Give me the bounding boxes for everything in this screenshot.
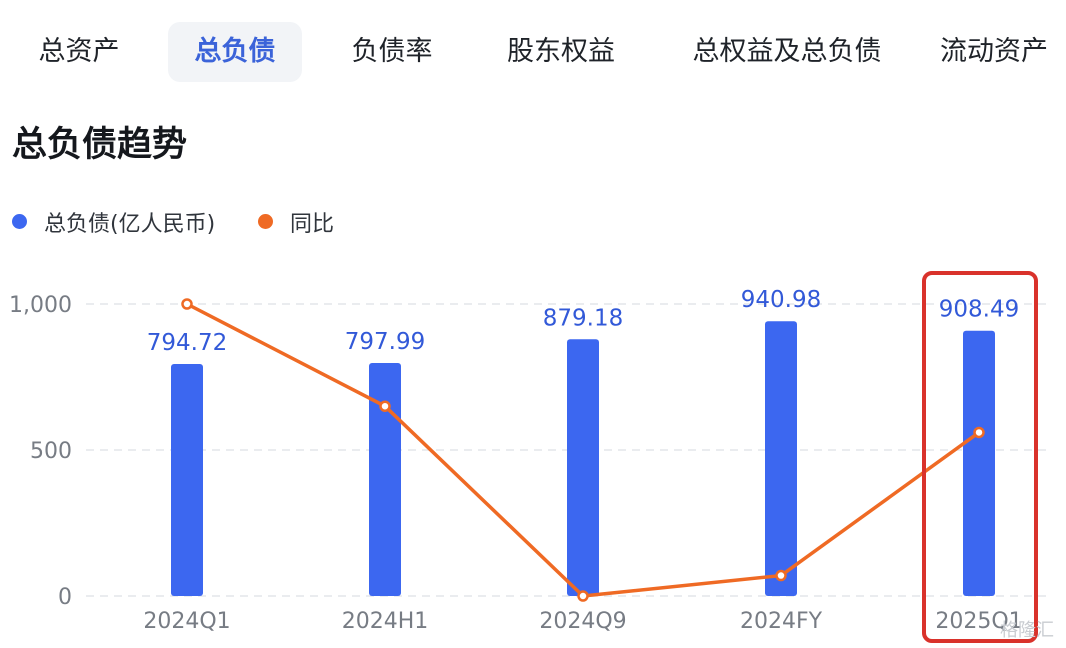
tab-bar: 总资产 总负债 负债率 股东权益 总权益及总负债 流动资产 (0, 18, 1066, 90)
legend-label-yoy: 同比 (290, 212, 335, 237)
bar (171, 363, 203, 596)
x-tick-label: 2024H1 (342, 609, 429, 634)
y-tick-label: 500 (30, 439, 72, 464)
bar-value-label: 797.99 (345, 329, 425, 355)
x-tick-label: 2024FY (740, 609, 823, 634)
highlight-box (922, 271, 1038, 643)
y-tick-label: 0 (58, 585, 72, 610)
x-tick-label: 2024Q9 (539, 609, 626, 634)
watermark-text: 格隆汇 (1000, 620, 1054, 641)
x-tick-label: 2024Q1 (143, 609, 230, 634)
legend-marker-liabilities (12, 214, 27, 229)
bar-value-label: 794.72 (147, 330, 227, 356)
y-tick-label: 1,000 (9, 293, 72, 318)
yoy-point (181, 298, 193, 310)
tab-shareholder-equity[interactable]: 股东权益 (507, 36, 615, 67)
tab-equity-and-liabilities[interactable]: 总权益及总负债 (692, 36, 882, 67)
tab-total-liabilities[interactable]: 总负债 (168, 22, 302, 82)
yoy-point (379, 400, 391, 412)
tab-current-assets[interactable]: 流动资产 (940, 36, 1048, 67)
yoy-point (973, 426, 985, 439)
bar-value-label: 879.18 (543, 305, 623, 331)
bar (765, 321, 797, 596)
bar-value-label: 908.49 (939, 297, 1019, 323)
yoy-point (775, 569, 787, 582)
legend-marker-yoy (258, 214, 273, 229)
tab-total-assets[interactable]: 总资产 (38, 36, 120, 67)
x-tick-label: 2025Q1 (935, 609, 1022, 634)
tab-debt-ratio[interactable]: 负债率 (351, 36, 433, 67)
section-title: 总负债趋势 (12, 125, 188, 165)
bar (963, 330, 995, 596)
bar-value-label: 940.98 (741, 287, 821, 313)
bar (369, 362, 401, 596)
bar (567, 339, 599, 596)
legend-label-liabilities: 总负债(亿人民币) (44, 212, 216, 237)
yoy-point (577, 590, 589, 602)
